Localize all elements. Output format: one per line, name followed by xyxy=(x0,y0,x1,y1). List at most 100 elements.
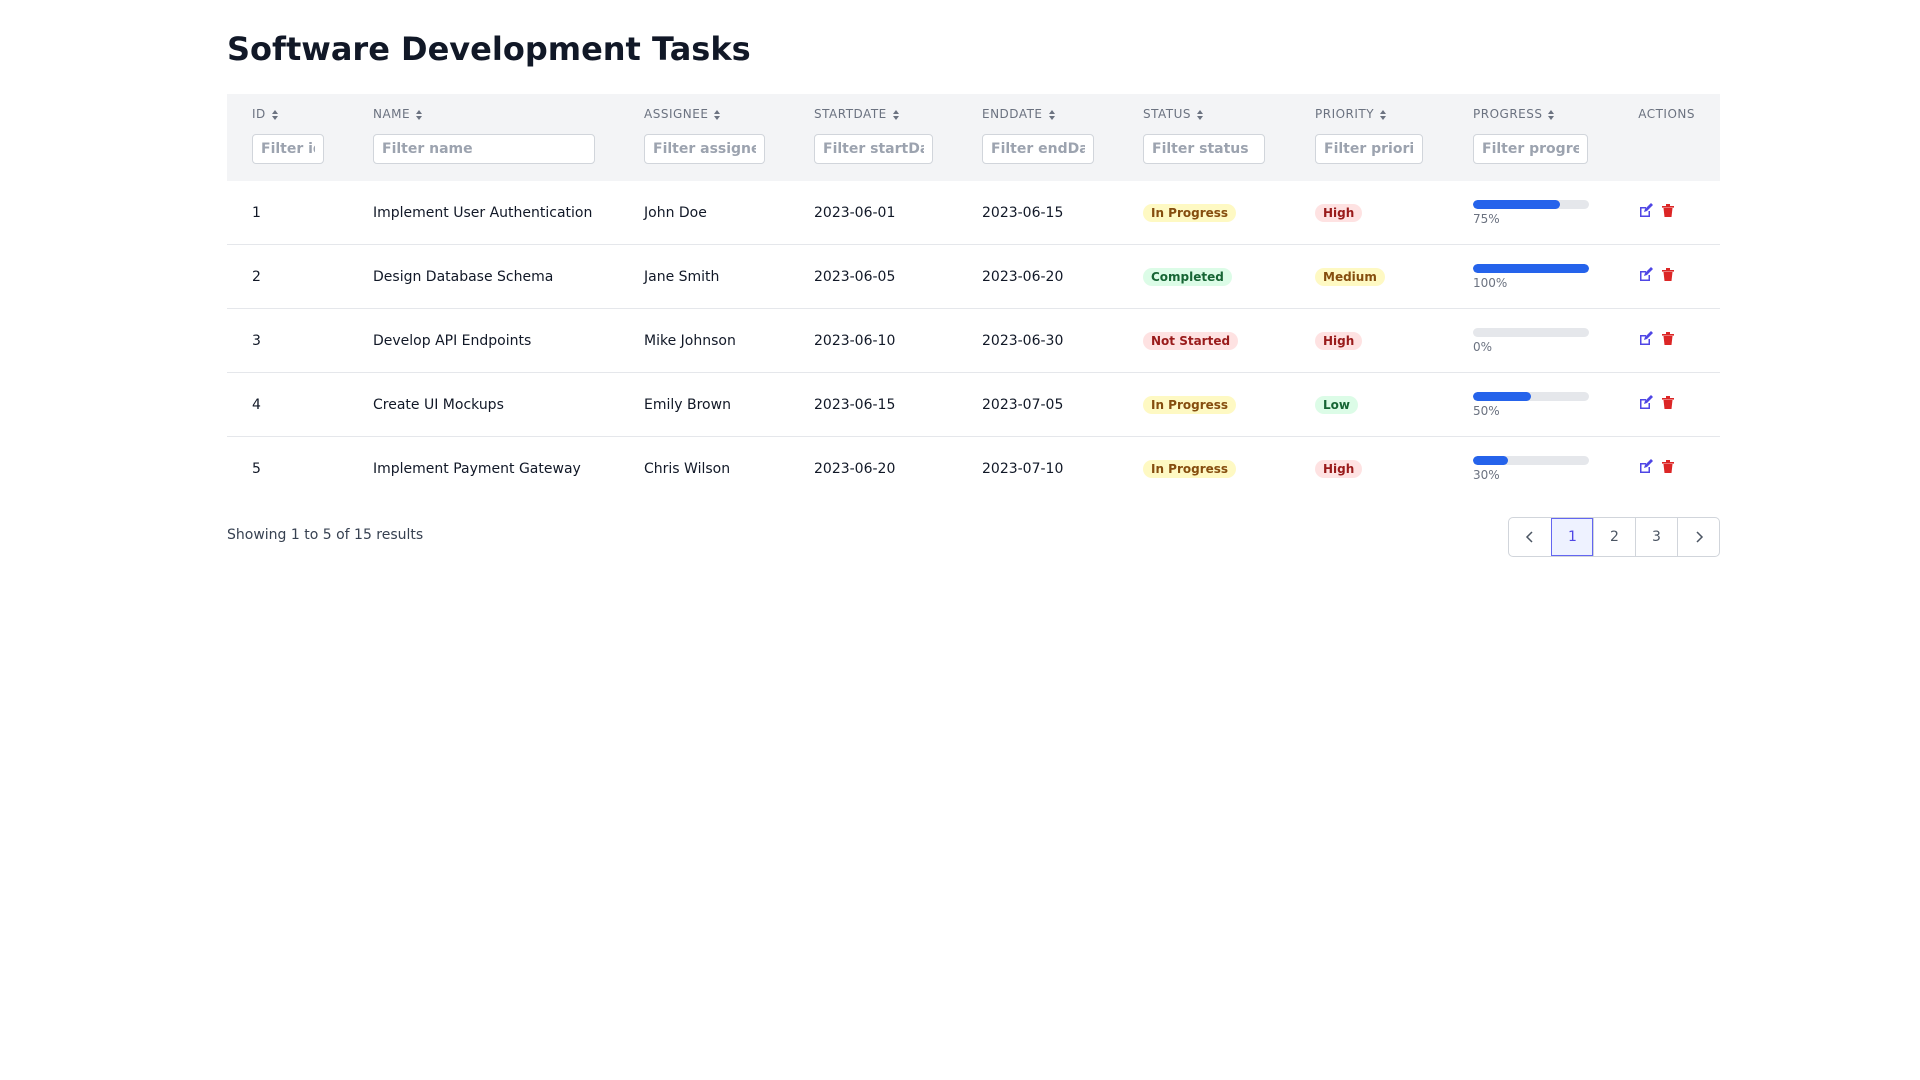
cell-assignee: John Doe xyxy=(619,181,789,245)
prev-page[interactable] xyxy=(1509,518,1551,556)
chevron-right xyxy=(1695,531,1703,543)
filter-cell xyxy=(1448,134,1613,181)
delete-button[interactable] xyxy=(1661,203,1675,218)
delete-button[interactable] xyxy=(1661,459,1675,474)
page-button[interactable]: 3 xyxy=(1635,518,1677,556)
column-label: NAME xyxy=(373,107,411,121)
cell-name: Create UI Mockups xyxy=(348,372,619,437)
cell-start: 2023-06-10 xyxy=(789,308,957,373)
priority-badge: Low xyxy=(1315,395,1358,414)
cell-priority: Low xyxy=(1290,372,1448,437)
cell-assignee: Jane Smith xyxy=(619,244,789,309)
filter-input[interactable] xyxy=(1473,134,1588,164)
delete-button[interactable] xyxy=(1661,267,1675,282)
next-page[interactable] xyxy=(1677,518,1719,556)
filter-input[interactable] xyxy=(644,134,765,164)
column-header[interactable]: ENDDATE xyxy=(957,94,1118,134)
cell-id: 2 xyxy=(227,244,348,309)
column-label: STARTDATE xyxy=(814,107,887,121)
cell-progress: 30% xyxy=(1448,437,1613,501)
progress-track xyxy=(1473,263,1589,273)
delete-button[interactable] xyxy=(1661,395,1675,410)
cell-status: In Progress xyxy=(1118,181,1290,245)
cell-id: 1 xyxy=(227,181,348,245)
progress-fill xyxy=(1473,263,1589,273)
sort-icon[interactable] xyxy=(1048,109,1056,121)
cell-status: In Progress xyxy=(1118,372,1290,437)
progress-label: 100% xyxy=(1473,275,1508,290)
filter-cell xyxy=(227,134,348,181)
task-row: 3 Develop API Endpoints Mike Johnson 2023-0… xyxy=(227,308,1720,373)
column-header[interactable]: PRIORITY xyxy=(1290,94,1448,134)
status-badge: Not Started xyxy=(1143,331,1239,350)
page-button[interactable]: 1 xyxy=(1551,518,1593,556)
sort-icon[interactable] xyxy=(1196,109,1204,121)
column-header[interactable]: STARTDATE xyxy=(789,94,957,134)
filter-input[interactable] xyxy=(373,134,595,164)
sort-icon[interactable] xyxy=(1379,109,1387,121)
page-button[interactable]: 2 xyxy=(1593,518,1635,556)
cell-assignee: Mike Johnson xyxy=(619,308,789,373)
cell-assignee: Chris Wilson xyxy=(644,460,731,477)
sort-icon[interactable] xyxy=(713,109,721,121)
cell-end: 2023-06-20 xyxy=(957,244,1118,309)
sort-icon[interactable] xyxy=(415,109,423,121)
task-row: 2 Design Database Schema Jane Smith 2023-06… xyxy=(227,244,1720,309)
header-row: ID NAME ASSIGNEE STARTDATE ENDDATE STATUS PRIO… xyxy=(227,94,1720,134)
results-summary: Showing 1 to 5 of 15 results xyxy=(227,527,424,543)
column-header[interactable]: STATUS xyxy=(1118,94,1290,134)
table-head: ID NAME ASSIGNEE STARTDATE ENDDATE STATUS PRIO… xyxy=(227,94,1720,181)
cell-status: Not Started xyxy=(1118,308,1290,373)
progress-track xyxy=(1473,455,1589,465)
progress-label: 0% xyxy=(1473,339,1493,354)
cell-actions xyxy=(1613,437,1720,501)
edit-button[interactable] xyxy=(1638,331,1653,346)
sort-icon[interactable] xyxy=(892,109,900,121)
filter-input[interactable] xyxy=(252,134,324,164)
filter-input[interactable] xyxy=(1315,134,1423,164)
edit-button[interactable] xyxy=(1638,267,1653,282)
cell-end: 2023-07-05 xyxy=(957,372,1118,437)
cell-assignee: Emily Brown xyxy=(619,372,789,437)
table-body: 1 Implement User Authentication John Doe 20… xyxy=(227,181,1720,500)
cell-start: 2023-06-20 xyxy=(814,460,896,477)
filter-input[interactable] xyxy=(1143,134,1265,164)
filter-cell xyxy=(1290,134,1448,181)
sort-icon[interactable] xyxy=(1547,109,1555,121)
status-badge: In Progress xyxy=(1143,395,1237,414)
cell-priority: High xyxy=(1290,308,1448,373)
cell-status: Completed xyxy=(1118,244,1290,309)
cell-actions xyxy=(1613,181,1720,245)
cell-name: Develop API Endpoints xyxy=(348,308,619,373)
sort-icon[interactable] xyxy=(271,109,279,121)
progress-label: 50% xyxy=(1473,403,1500,418)
filter-input[interactable] xyxy=(814,134,933,164)
cell-id: 3 xyxy=(227,308,348,373)
progress-track xyxy=(1473,199,1589,209)
filter-cell xyxy=(1118,134,1290,181)
filter-cell xyxy=(957,134,1118,181)
cell-end: 2023-06-15 xyxy=(957,181,1118,245)
priority-badge: High xyxy=(1315,203,1363,222)
status-badge: In Progress xyxy=(1143,459,1237,478)
edit-button[interactable] xyxy=(1638,395,1653,410)
column-header[interactable]: ID xyxy=(227,94,348,134)
column-header[interactable]: NAME xyxy=(348,94,619,134)
cell-status: In Progress xyxy=(1118,437,1290,501)
cell-start: 2023-06-15 xyxy=(789,372,957,437)
column-header[interactable]: ASSIGNEE xyxy=(619,94,789,134)
progress-fill xyxy=(1473,199,1560,209)
edit-button[interactable] xyxy=(1638,203,1653,218)
edit-button[interactable] xyxy=(1638,459,1653,474)
delete-button[interactable] xyxy=(1661,331,1675,346)
task-row: 4 Create UI Mockups Emily Brown 2023-06-15 2… xyxy=(227,372,1720,437)
column-label: STATUS xyxy=(1143,107,1192,121)
column-header[interactable]: PROGRESS xyxy=(1448,94,1613,134)
progress-label: 75% xyxy=(1473,211,1500,226)
chevron-left xyxy=(1525,531,1533,543)
cell-priority: High xyxy=(1290,181,1448,245)
filter-input[interactable] xyxy=(982,134,1094,164)
priority-badge: Medium xyxy=(1315,267,1385,286)
progress-track xyxy=(1473,391,1589,401)
